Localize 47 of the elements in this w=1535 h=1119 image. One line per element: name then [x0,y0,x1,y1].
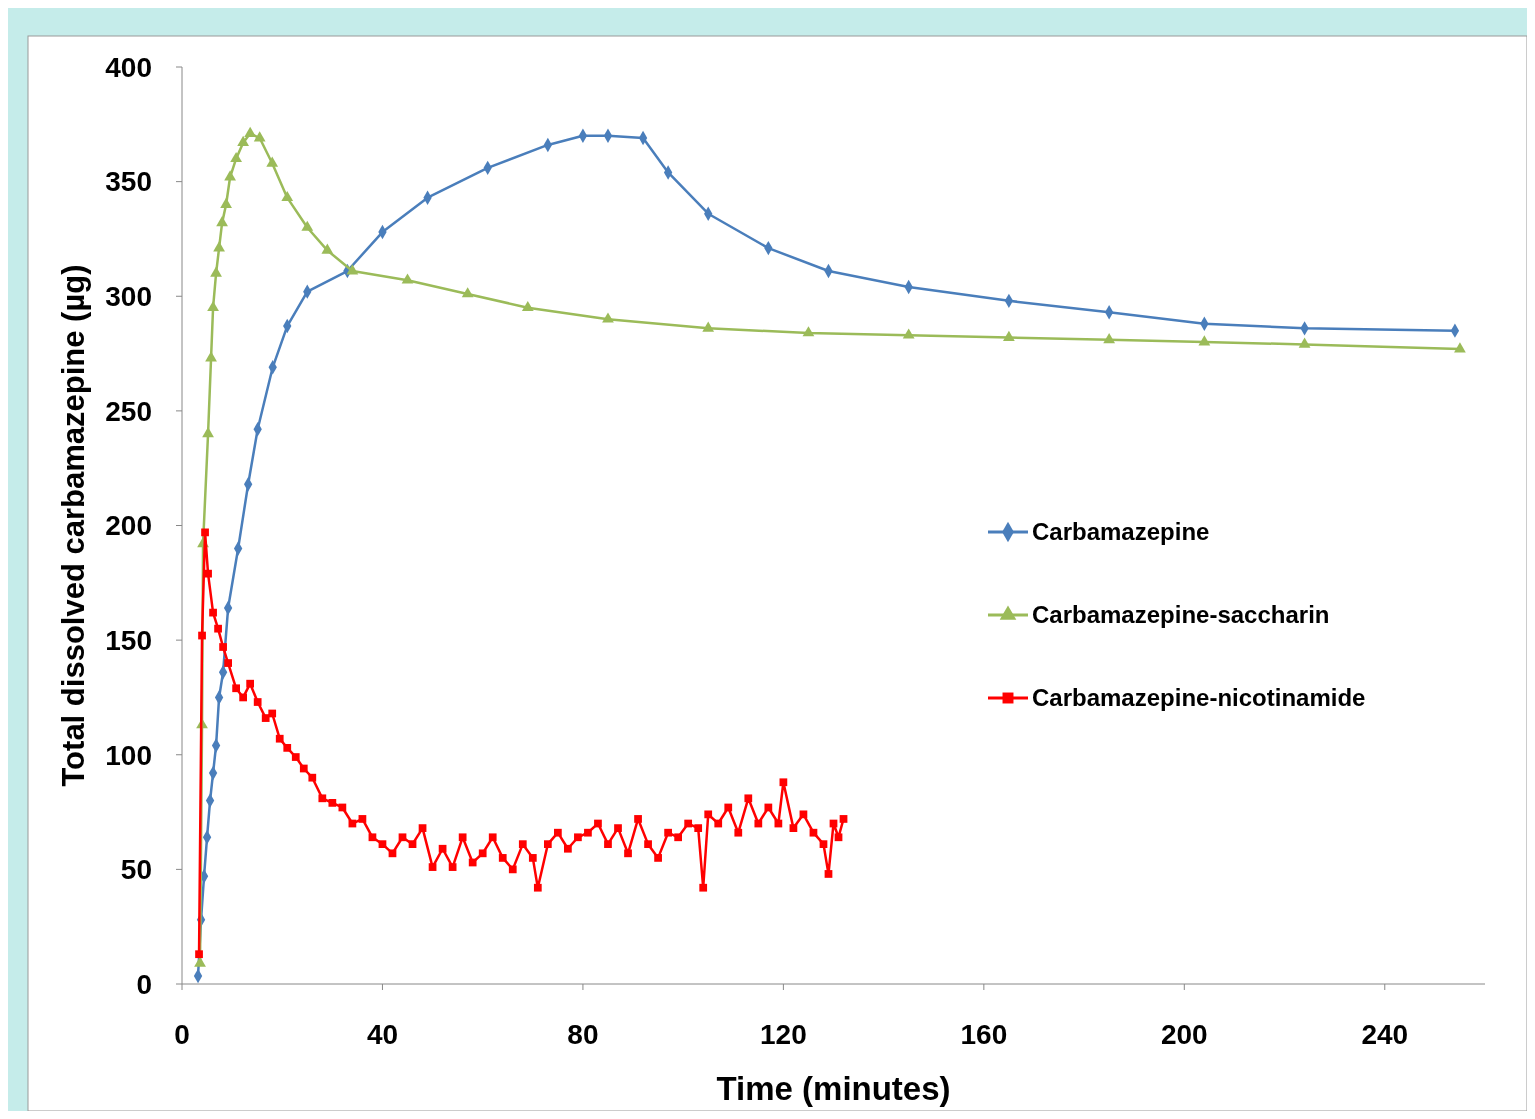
point [220,197,232,208]
point [266,156,279,167]
x-tick-label: 160 [960,1019,1008,1050]
point [521,300,534,312]
point [230,151,243,163]
point [237,135,250,147]
y-tick-label: 100 [105,739,152,771]
point [281,190,294,202]
point [702,321,715,332]
point [216,216,228,227]
legend-label: Carbamazepine [1032,518,1210,546]
point [1454,342,1466,353]
point [253,131,266,142]
x-tick-label: 120 [760,1019,807,1050]
point [461,287,474,298]
point [213,241,225,252]
point [301,220,314,231]
x-tick-label: 240 [1361,1019,1409,1050]
y-tick-label: 50 [120,854,152,886]
point [602,312,614,323]
y-tick-label: 200 [105,510,152,542]
point [1003,330,1015,341]
point [902,328,915,339]
legend-label: Carbamazepine-nicotinamide [1032,684,1366,712]
x-axis-title: Time (minutes) [716,1070,951,1107]
x-tick-label: 0 [174,1019,190,1050]
y-tick-label: 250 [105,395,152,427]
point [1103,333,1116,344]
y-tick-label: 300 [105,281,152,313]
point [802,326,815,337]
x-tick-label: 200 [1160,1019,1208,1050]
point [321,243,334,254]
point [207,300,219,312]
y-tick-label: 150 [105,624,152,656]
point [1198,335,1211,346]
point [1298,337,1311,348]
y-tick-label: 0 [136,968,152,1000]
y-tick-label: 350 [105,166,152,198]
x-tick-label: 40 [366,1019,399,1050]
point [346,264,359,275]
point [224,170,236,181]
legend-label: Carbamazepine-saccharin [1032,601,1330,629]
point [401,273,414,284]
y-axis-title: Total dissolved carbamazepine (µg) [56,264,91,787]
y-tick-label: 400 [105,51,152,83]
x-tick-label: 80 [567,1019,599,1050]
point [210,266,222,277]
